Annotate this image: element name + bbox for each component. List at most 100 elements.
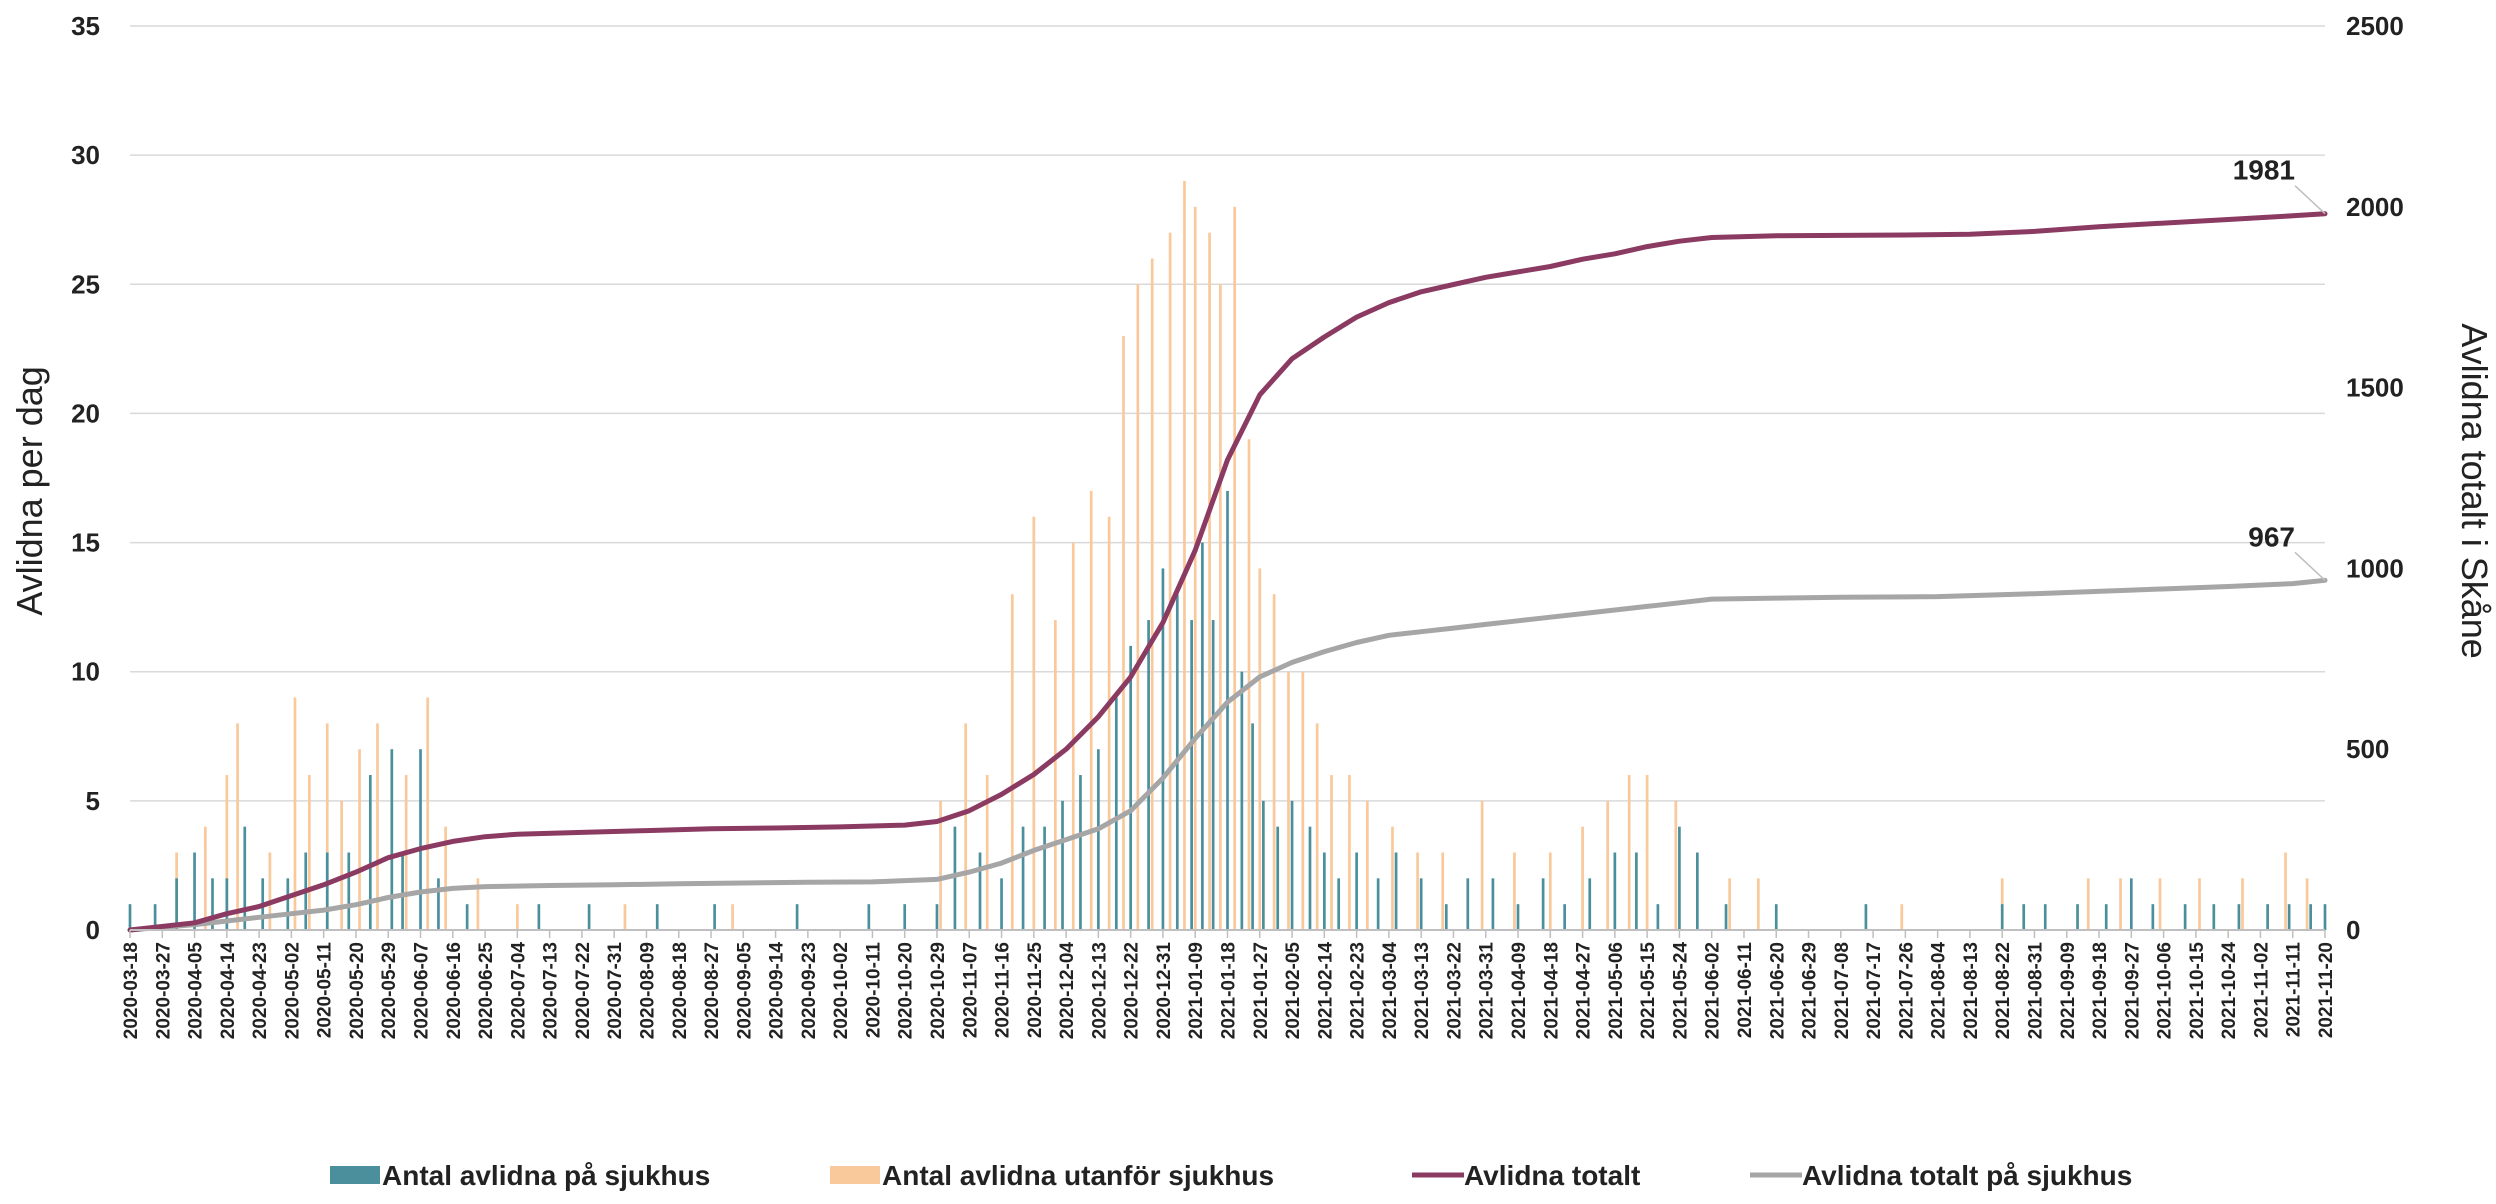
bar-hospital (537, 904, 541, 930)
bar-outside-hospital (623, 904, 627, 930)
left-tick-label: 35 (71, 11, 100, 41)
bar-outside-hospital (203, 826, 207, 930)
x-tick-label: 2021-07-26 (1896, 942, 1917, 1039)
bar-outside-hospital (2284, 852, 2287, 930)
bar-outside-hospital (1756, 878, 1760, 930)
bar-outside-hospital (1441, 852, 1445, 930)
bar-hospital (1308, 826, 1312, 930)
x-tick-label: 2021-11-11 (2284, 942, 2305, 1038)
bar-hospital (2151, 904, 2155, 930)
right-tick-label: 2000 (2346, 192, 2404, 222)
bar-hospital (1043, 826, 1046, 930)
left-tick-label: 5 (86, 786, 100, 816)
x-tick-label: 2020-05-20 (347, 942, 368, 1039)
bar-outside-hospital (1136, 284, 1140, 930)
x-tick-label: 2021-03-13 (1412, 942, 1433, 1039)
legend-label: Avlidna totalt på sjukhus (1802, 1160, 2132, 1191)
x-tick-label: 2021-10-24 (2219, 942, 2240, 1040)
bar-hospital (2104, 904, 2108, 930)
end-value-labels: 1981 967 (2233, 155, 2326, 581)
right-tick-label: 2500 (2346, 11, 2404, 41)
bar-hospital (225, 878, 229, 930)
right-axis-ticks: 0 500 1000 1500 2000 2500 (2346, 11, 2404, 945)
bar-outside-hospital (2119, 878, 2122, 930)
bar-outside-hospital (1391, 826, 1394, 930)
bar-hospital (286, 878, 290, 930)
x-tick-label: 2021-03-22 (1445, 942, 1466, 1039)
x-tick-label: 2021-09-27 (2122, 942, 2143, 1039)
bar-outside-hospital (2305, 878, 2309, 930)
bar-hospital (325, 852, 329, 930)
bar-outside-hospital (2198, 878, 2201, 930)
bar-hospital (2043, 904, 2047, 930)
x-tick-label: 2020-11-07 (960, 942, 981, 1038)
bar-hospital (1211, 620, 1215, 930)
legend-swatch (330, 1166, 380, 1184)
bar-outside-hospital (1581, 826, 1584, 930)
x-tick-label: 2021-05-15 (1638, 942, 1659, 1040)
bar-hospital (153, 904, 157, 930)
x-tick-label: 2021-11-02 (2251, 942, 2272, 1038)
x-tick-label: 2021-04-27 (1574, 942, 1595, 1039)
x-tick-label: 2020-12-22 (1122, 942, 1143, 1039)
bar-outside-hospital (1010, 594, 1014, 930)
x-tick-label: 2020-12-04 (1057, 942, 1078, 1040)
end-label-leader (2294, 551, 2326, 581)
bar-hospital (2076, 904, 2079, 930)
x-tick-label: 2021-08-31 (2026, 942, 2047, 1040)
left-tick-label: 15 (71, 528, 100, 558)
bar-outside-hospital (1089, 490, 1093, 930)
bar-hospital (175, 878, 178, 930)
x-tick-label: 2021-11-20 (2316, 942, 2337, 1038)
right-tick-label: 500 (2346, 734, 2389, 764)
x-tick-label: 2021-08-13 (1961, 942, 1982, 1039)
x-tick-label: 2020-10-29 (928, 942, 949, 1039)
bar-hospital (1251, 723, 1254, 930)
bar-hospital (401, 852, 404, 930)
legend-swatch (830, 1166, 880, 1184)
x-tick-label: 2021-01-27 (1251, 942, 1272, 1039)
bar-outside-hospital (225, 775, 229, 930)
bar-outside-hospital (1627, 775, 1631, 930)
x-tick-label: 2020-06-07 (412, 942, 433, 1039)
line-total (127, 211, 2328, 933)
bar-hospital (1114, 697, 1118, 930)
bar-outside-hospital (964, 723, 968, 930)
bar-hospital (2129, 878, 2133, 930)
bar-hospital (1226, 490, 1229, 930)
bar-outside-hospital (1330, 775, 1333, 930)
bar-hospital (390, 749, 394, 930)
x-tick-label: 2020-05-02 (282, 942, 303, 1039)
legend-label: Avlidna totalt (1464, 1160, 1640, 1191)
right-tick-label: 0 (2346, 915, 2360, 945)
bar-outside-hospital (1218, 284, 1222, 930)
bar-hospital (437, 878, 440, 930)
bar-hospital (935, 904, 939, 930)
right-tick-label: 1000 (2346, 553, 2404, 583)
left-tick-label: 0 (86, 915, 100, 945)
x-tick-label: 2021-07-17 (1864, 942, 1885, 1039)
bar-hospital (1864, 904, 1868, 930)
bar-hospital (1724, 904, 1728, 930)
cumulative-lines (127, 211, 2328, 933)
bar-outside-hospital (1348, 775, 1351, 930)
bar-outside-hospital (1674, 800, 1678, 930)
bar-outside-hospital (1233, 206, 1237, 931)
bar-hospital (1147, 620, 1150, 930)
bar-hospital (347, 852, 351, 930)
bar-hospital (368, 775, 372, 930)
x-tick-label: 2021-08-04 (1929, 942, 1950, 1040)
bar-outside-hospital (1193, 206, 1197, 931)
x-tick-label: 2020-11-16 (993, 942, 1014, 1038)
bar-hospital (1021, 826, 1025, 930)
x-tick-label: 2020-04-14 (218, 942, 239, 1040)
bar-hospital (1466, 878, 1470, 930)
bar-outside-hospital (1728, 878, 1731, 930)
bar-hospital (713, 904, 716, 930)
bar-hospital (2287, 904, 2291, 930)
bar-hospital (1491, 878, 1495, 930)
x-tick-label: 2020-11-25 (1025, 942, 1046, 1039)
bar-hospital (1444, 904, 1448, 930)
x-tick-label: 2020-07-22 (573, 942, 594, 1039)
bar-outside-hospital (1122, 335, 1125, 930)
